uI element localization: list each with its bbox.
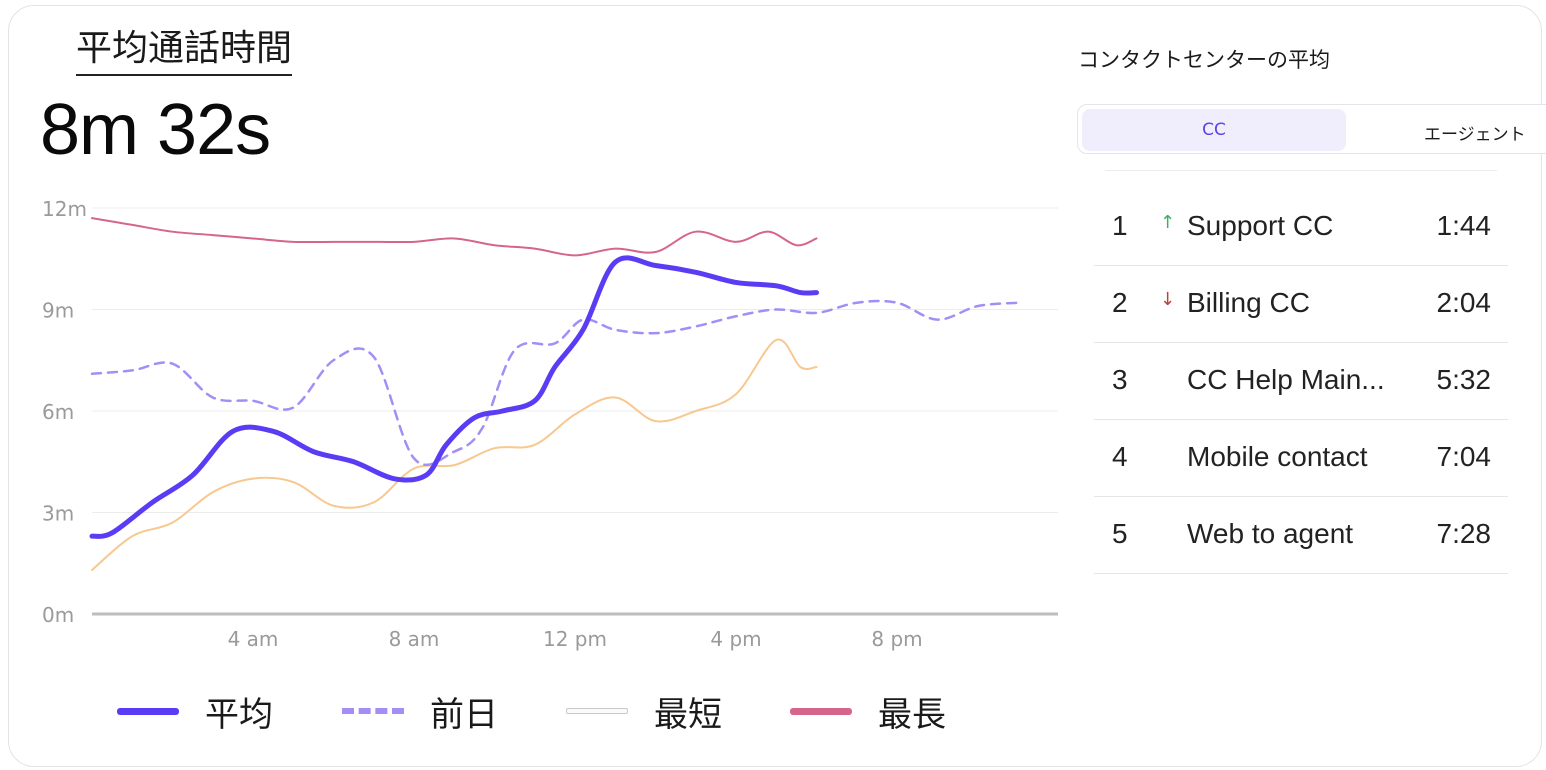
x-tick-label: 4 am — [228, 627, 279, 651]
legend-label-average: 平均 — [205, 694, 273, 735]
ranking-row[interactable]: 2 ↓ Billing CC 2:04 — [1094, 265, 1508, 343]
tab-agent[interactable]: エージェント — [1424, 125, 1526, 145]
row-name: Billing CC — [1187, 287, 1310, 318]
series-line-average — [89, 255, 819, 539]
trend-down-icon: ↓ — [1160, 289, 1176, 310]
ranking-row[interactable]: 1 ↑ Support CC 1:44 — [1094, 188, 1508, 266]
line-chart: 0m 3m 6m 9m 12m 4 am 8 am 12 pm 4 pm 8 pm — [42, 197, 1058, 651]
tab-cc[interactable]: CC — [1082, 109, 1346, 151]
row-name: Web to agent — [1187, 518, 1354, 549]
legend-swatch-previous-day — [342, 708, 404, 714]
row-time: 2:04 — [1436, 287, 1492, 318]
legend-item-average[interactable]: 平均 — [117, 686, 273, 736]
legend-item-previous-day[interactable]: 前日 — [342, 686, 498, 736]
legend-label-maximum: 最長 — [878, 694, 946, 735]
ranking-row[interactable]: 3 CC Help Main... 5:32 — [1094, 342, 1508, 420]
legend-swatch-average — [117, 707, 179, 715]
metric-value: 8m 32s — [40, 90, 271, 170]
row-time: 7:28 — [1436, 518, 1492, 549]
y-tick-label: 6m — [42, 400, 74, 424]
row-rank: 1 — [1112, 210, 1128, 241]
row-name: CC Help Main... — [1187, 364, 1385, 395]
legend-swatch-maximum — [790, 707, 852, 715]
panel-title: コンタクトセンターの平均 — [1078, 48, 1330, 72]
legend-swatch-minimum — [566, 708, 628, 714]
row-rank: 2 — [1112, 287, 1128, 318]
row-time: 1:44 — [1436, 210, 1492, 241]
x-tick-label: 8 am — [389, 627, 440, 651]
legend-item-maximum[interactable]: 最長 — [790, 686, 946, 736]
segmented-control: CC エージェント — [1077, 104, 1546, 154]
series-line-minimum — [91, 338, 818, 572]
row-time: 7:04 — [1436, 441, 1492, 472]
legend-item-minimum[interactable]: 最短 — [566, 686, 722, 736]
x-tick-label: 12 pm — [543, 627, 607, 651]
row-rank: 5 — [1112, 518, 1128, 549]
trend-up-icon: ↑ — [1160, 212, 1176, 233]
y-tick-label: 0m — [42, 603, 74, 627]
x-tick-label: 8 pm — [871, 627, 922, 651]
x-tick-label: 4 pm — [710, 627, 761, 651]
row-name: Mobile contact — [1187, 441, 1368, 472]
series-line-previous-day — [90, 299, 1019, 466]
ranking-row[interactable]: 4 Mobile contact 7:04 — [1094, 419, 1508, 497]
y-tick-label: 12m — [42, 197, 87, 221]
y-tick-label: 3m — [42, 502, 74, 526]
row-rank: 3 — [1112, 364, 1128, 395]
y-tick-label: 9m — [42, 299, 74, 323]
legend-label-previous-day: 前日 — [430, 694, 498, 735]
divider — [1105, 170, 1497, 171]
row-time: 5:32 — [1436, 364, 1492, 395]
ranking-row[interactable]: 5 Web to agent 7:28 — [1094, 496, 1508, 574]
chart-legend: 平均 前日 最短 最長 — [0, 686, 1000, 736]
row-name: Support CC — [1187, 210, 1334, 241]
series-line-maximum — [91, 217, 818, 257]
row-rank: 4 — [1112, 441, 1128, 472]
legend-label-minimum: 最短 — [654, 694, 722, 735]
metric-title: 平均通話時間 — [76, 26, 293, 76]
